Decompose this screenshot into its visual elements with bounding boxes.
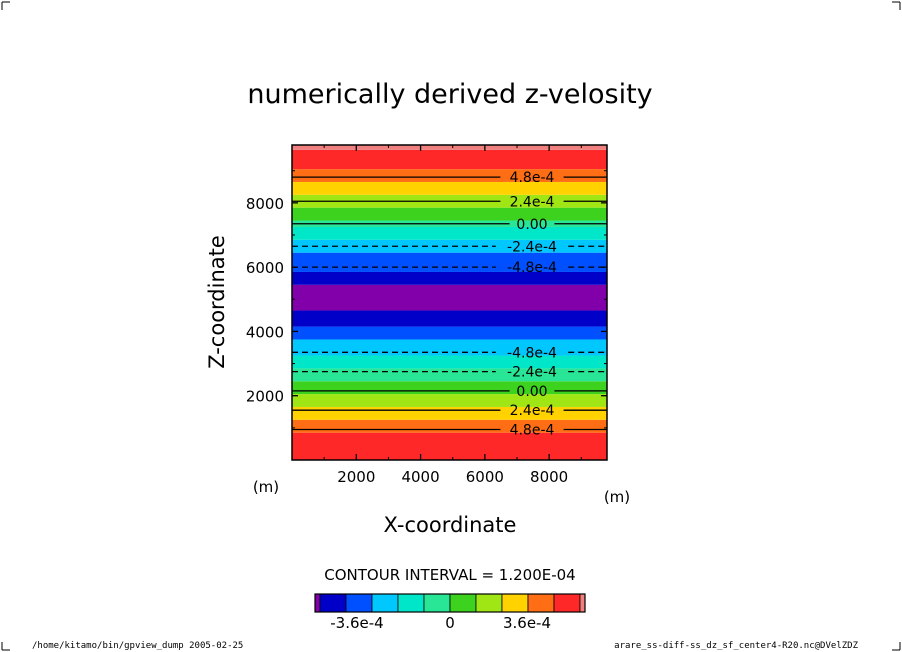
heatmap-band-1: [292, 419, 607, 433]
heatmap-band-4: [292, 381, 607, 395]
colorbar-cell-7: [475, 593, 503, 613]
x-tick-label-1: 4000: [401, 468, 439, 486]
heatmap-band-5: [292, 368, 607, 382]
colorbar-cell-4: [397, 593, 425, 613]
colorbar: [314, 593, 586, 613]
heatmap-band-13: [292, 239, 607, 253]
x-tick-label-0: 2000: [337, 468, 375, 486]
heatmap-band-6: [292, 355, 607, 369]
contour-label-6: -2.4e-4: [507, 239, 557, 255]
contour-label-5: -4.8e-4: [507, 260, 557, 276]
footer-right-text: arare_ss-diff-ss_dz_sf_center4-R20.nc@DV…: [614, 641, 858, 651]
heatmap-band-10: [292, 284, 607, 311]
heatmap-bands: [292, 145, 607, 460]
footer-left-text: /home/kitamo/bin/gpview_dump 2005-02-25: [32, 641, 243, 651]
y-tick-label-0: 2000: [246, 388, 284, 406]
colorbar-frame: [314, 593, 586, 613]
colorbar-cell-3: [371, 593, 399, 613]
y-tick-label-1: 4000: [246, 323, 284, 341]
heatmap-band-20: [292, 149, 607, 170]
axis-ticks: 2000 4000 6000 8000 2000 4000 6000 8000: [246, 145, 607, 486]
colorbar-cell-2: [345, 593, 373, 613]
heatmap-band-14: [292, 226, 607, 240]
y-tick-label-2: 6000: [246, 259, 284, 277]
heatmap-band-2: [292, 406, 607, 420]
heatmap-band-3: [292, 394, 607, 407]
contour-label-7: 0.00: [516, 217, 547, 233]
x-unit-label: (m): [604, 488, 630, 506]
x-tick-label-2: 6000: [466, 468, 504, 486]
y-tick-label-3: 8000: [246, 195, 284, 213]
heatmap-band-19: [292, 169, 607, 182]
contour-label-0: 4.8e-4: [510, 422, 555, 438]
colorbar-cell-5: [423, 593, 451, 613]
colorbar-tick-labels: -3.6e-4 0 3.6e-4: [330, 614, 551, 632]
contour-label-4: -4.8e-4: [507, 345, 557, 361]
colorbar-cell-1: [319, 593, 347, 613]
heatmap-band-12: [292, 252, 607, 272]
heatmap-band-18: [292, 181, 607, 195]
heatmap-band-11: [292, 271, 607, 285]
contour-lines: 4.8e-4 2.4e-4 0.00 -2.4e-4 -4.8e-4 -4.8e-4 -2.…: [292, 170, 607, 438]
colorbar-tick-label-1: 0: [445, 614, 455, 632]
y-unit-label: (m): [253, 478, 279, 496]
heatmap-band-16: [292, 207, 607, 221]
heatmap-band-7: [292, 339, 607, 356]
heatmap-band-21: [292, 145, 607, 150]
colorbar-cell-9: [527, 593, 555, 613]
colorbar-cell-8: [501, 593, 529, 613]
chart-title: numerically derived z-velosity: [247, 79, 652, 110]
contour-interval-text: CONTOUR INTERVAL = 1.200E-04: [324, 566, 575, 584]
colorbar-cell-10: [553, 593, 581, 613]
heatmap-band-8: [292, 326, 607, 340]
colorbar-cell-11: [579, 593, 586, 613]
colorbar-cell-6: [449, 593, 477, 613]
contour-label-3: -2.4e-4: [507, 365, 557, 381]
colorbar-tick-label-0: -3.6e-4: [330, 614, 383, 632]
contour-label-8: 2.4e-4: [510, 194, 555, 210]
contour-label-9: 4.8e-4: [510, 170, 555, 186]
x-tick-label-3: 8000: [530, 468, 568, 486]
colorbar-tick-label-2: 3.6e-4: [503, 614, 551, 632]
plot-frame: [291, 144, 608, 461]
heatmap-band-0: [292, 432, 607, 460]
colorbar-cell-0: [314, 593, 321, 613]
contour-label-2: 0.00: [516, 384, 547, 400]
heatmap-band-9: [292, 310, 607, 327]
y-axis-label: Z-coordinate: [205, 235, 229, 369]
x-axis-label: X-coordinate: [384, 513, 517, 537]
contour-label-1: 2.4e-4: [510, 403, 555, 419]
